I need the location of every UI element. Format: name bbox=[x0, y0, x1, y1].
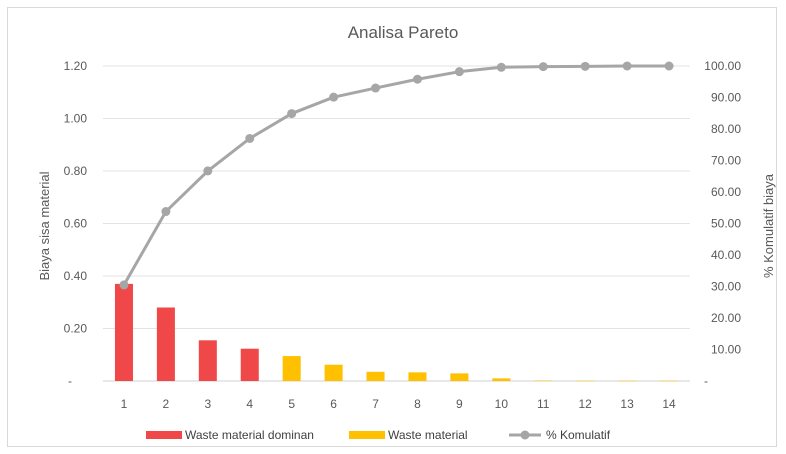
bar bbox=[282, 356, 301, 381]
x-tick-label: 6 bbox=[330, 397, 337, 411]
x-tick-label: 4 bbox=[246, 397, 253, 411]
x-tick-label: 11 bbox=[537, 397, 550, 411]
left-axis-ticks: - 0.20 0.40 0.60 0.80 1.00 1.20 bbox=[64, 59, 88, 388]
chart-title: Analisa Pareto bbox=[348, 23, 459, 42]
line-point bbox=[664, 61, 674, 71]
chart-frame bbox=[7, 7, 777, 447]
bar bbox=[240, 348, 259, 381]
cumulative-line bbox=[119, 61, 674, 290]
y2-tick-label: 70.00 bbox=[711, 154, 741, 168]
legend-label: % Komulatif bbox=[546, 428, 611, 442]
x-tick-label: 13 bbox=[620, 397, 634, 411]
line-point bbox=[496, 62, 506, 72]
x-tick-label: 10 bbox=[495, 397, 509, 411]
line-point bbox=[329, 92, 339, 102]
line-point bbox=[287, 109, 297, 119]
gridlines bbox=[103, 65, 690, 382]
line-point bbox=[371, 83, 381, 93]
cumulative-line-path bbox=[122, 64, 670, 286]
bar bbox=[534, 380, 553, 381]
bar bbox=[156, 307, 175, 381]
line-point bbox=[412, 74, 422, 84]
bar bbox=[366, 371, 385, 381]
y-tick-label: 1.00 bbox=[64, 112, 88, 126]
x-axis-ticks: 1 2 3 4 5 6 7 8 9 10 11 12 13 14 bbox=[121, 397, 676, 411]
line-point bbox=[161, 207, 171, 217]
y-tick-label: 0.40 bbox=[64, 269, 88, 283]
y2-tick-label: 90.00 bbox=[711, 91, 741, 105]
y-tick-label: - bbox=[68, 374, 72, 388]
right-axis-ticks: - 10.00 20.00 30.00 40.00 50.00 60.00 70.00 80.0… bbox=[704, 59, 741, 388]
legend-label: Waste material dominan bbox=[185, 428, 314, 442]
bar bbox=[114, 283, 133, 381]
legend-label: Waste material bbox=[388, 428, 468, 442]
x-tick-label: 2 bbox=[163, 397, 170, 411]
y2-tick-label: 80.00 bbox=[711, 122, 741, 136]
x-tick-label: 8 bbox=[414, 397, 421, 411]
line-point bbox=[119, 280, 129, 290]
y2-tick-label: - bbox=[704, 374, 708, 388]
y2-tick-label: 50.00 bbox=[711, 217, 741, 231]
y2-axis-label: % Komulatif biaya bbox=[761, 173, 776, 278]
bar bbox=[198, 340, 217, 381]
legend-swatch bbox=[349, 431, 385, 439]
x-tick-label: 5 bbox=[288, 397, 295, 411]
line-point bbox=[622, 61, 632, 71]
y2-tick-label: 40.00 bbox=[711, 248, 741, 262]
y-tick-label: 0.80 bbox=[64, 164, 88, 178]
line-point bbox=[454, 67, 464, 77]
bar bbox=[576, 380, 595, 382]
x-tick-label: 9 bbox=[456, 397, 463, 411]
legend-swatch bbox=[146, 431, 182, 439]
x-tick-label: 3 bbox=[204, 397, 211, 411]
legend-marker bbox=[520, 430, 530, 440]
bar bbox=[408, 372, 427, 381]
y-tick-label: 0.20 bbox=[64, 322, 88, 336]
bars bbox=[114, 283, 679, 382]
x-tick-label: 7 bbox=[372, 397, 379, 411]
y-tick-label: 1.20 bbox=[64, 59, 88, 73]
x-tick-label: 12 bbox=[578, 397, 592, 411]
y2-tick-label: 100.00 bbox=[704, 59, 741, 73]
bar bbox=[618, 380, 637, 382]
x-tick-label: 1 bbox=[121, 397, 128, 411]
y-tick-label: 0.60 bbox=[64, 217, 88, 231]
y2-tick-label: 20.00 bbox=[711, 311, 741, 325]
y2-tick-label: 60.00 bbox=[711, 185, 741, 199]
bar bbox=[450, 373, 469, 381]
line-point bbox=[580, 61, 590, 71]
x-tick-label: 14 bbox=[662, 397, 676, 411]
legend: Waste material dominan Waste material % Ko… bbox=[146, 428, 611, 442]
legend-item: Waste material bbox=[349, 428, 468, 442]
y2-tick-label: 30.00 bbox=[711, 280, 741, 294]
bar bbox=[660, 380, 679, 382]
y-axis-label: Biaya sisa material bbox=[37, 171, 52, 280]
bar bbox=[324, 364, 343, 381]
line-point bbox=[538, 62, 548, 72]
y2-tick-label: 10.00 bbox=[711, 343, 741, 357]
legend-item: % Komulatif bbox=[509, 428, 611, 442]
legend-item: Waste material dominan bbox=[146, 428, 314, 442]
line-point bbox=[203, 166, 213, 176]
line-point bbox=[245, 133, 255, 143]
bar bbox=[492, 378, 511, 381]
